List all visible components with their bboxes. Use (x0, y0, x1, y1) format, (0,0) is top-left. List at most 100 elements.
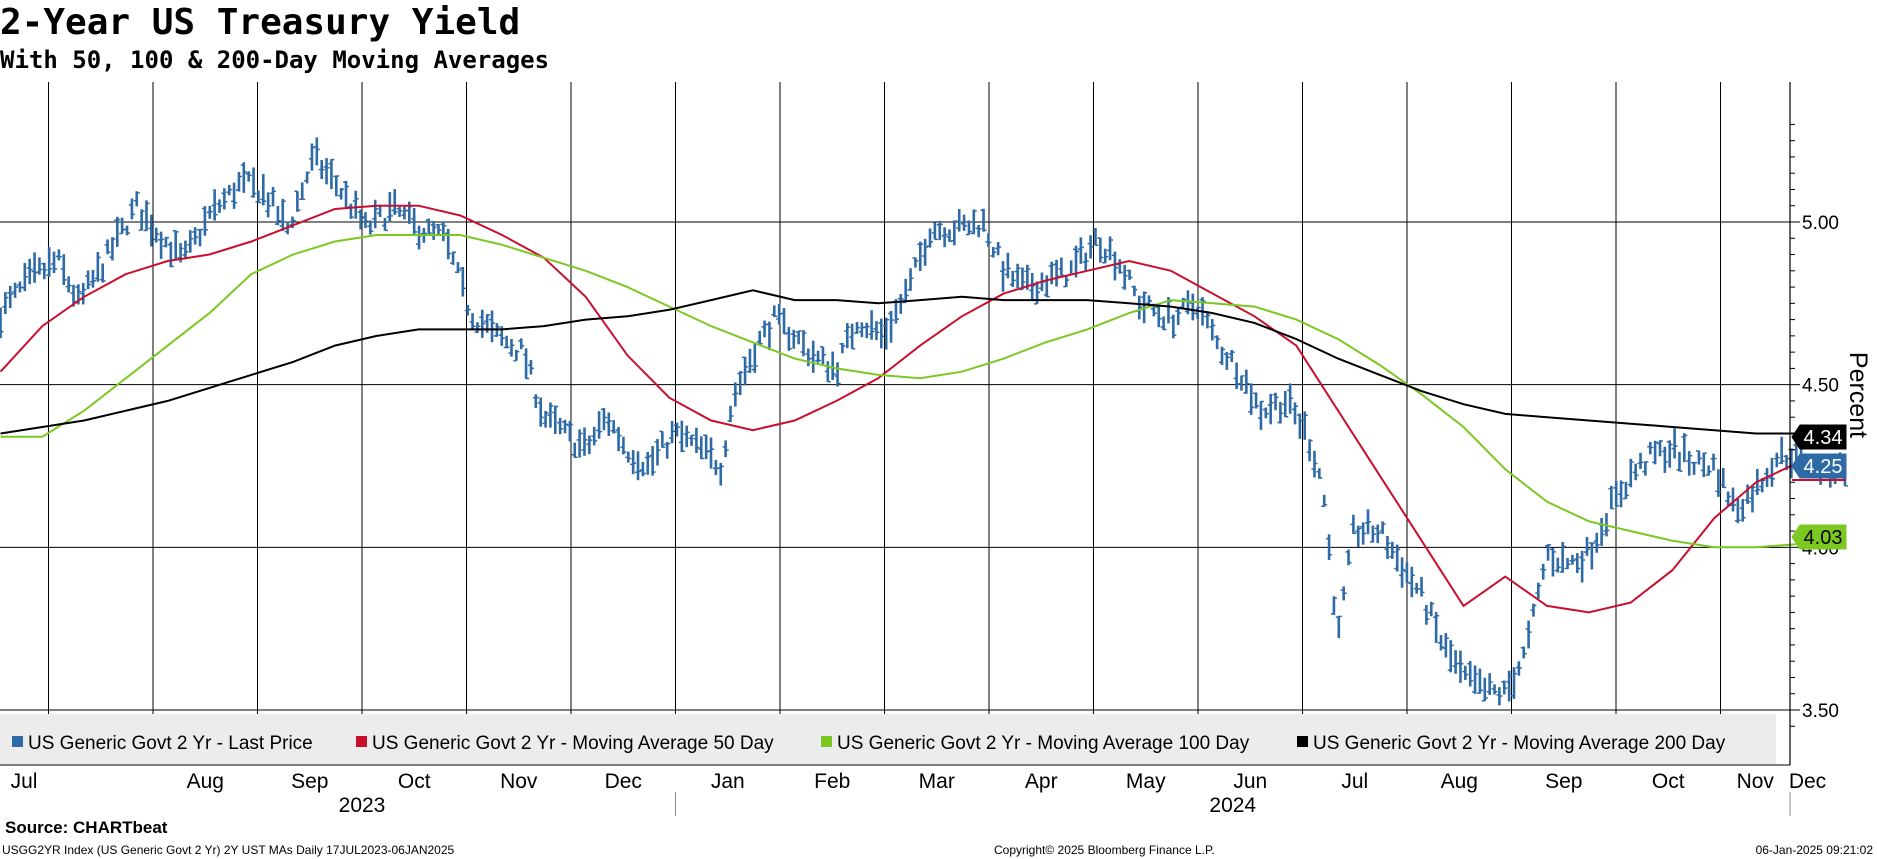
price-bar (1540, 563, 1547, 580)
price-bar (868, 310, 875, 340)
price-bar (1549, 547, 1556, 577)
price-bar (552, 405, 559, 434)
price-bar (1520, 646, 1527, 659)
price-bar (1457, 650, 1464, 683)
x-tick-label-month: Mar (919, 770, 955, 793)
price-bar (1170, 314, 1177, 339)
price-bar (450, 251, 457, 265)
price-bar (299, 182, 306, 201)
legend-label: US Generic Govt 2 Yr - Moving Average 50… (372, 733, 774, 754)
legend: US Generic Govt 2 Yr - Last Price US Gene… (0, 714, 1776, 764)
price-bar (416, 225, 423, 250)
price-bar (1223, 351, 1230, 370)
price-bar (527, 360, 534, 375)
price-bar (1257, 400, 1264, 430)
price-bar (372, 199, 379, 229)
price-bar (313, 137, 320, 166)
price-bar (1063, 274, 1070, 288)
price-bar (547, 402, 554, 428)
price-bar (1472, 665, 1479, 694)
price-bar (620, 436, 627, 455)
price-bar (805, 348, 812, 367)
price-bar (1481, 677, 1488, 702)
price-bar (1009, 270, 1016, 287)
price-bar (206, 205, 213, 219)
price-bar (1350, 514, 1357, 534)
price-bar (1666, 440, 1673, 468)
price-bar (270, 186, 277, 207)
ma200-line (0, 289, 1840, 438)
price-bar (1749, 485, 1756, 513)
price-bar (1618, 480, 1625, 508)
price-bar (1705, 465, 1712, 476)
price-bar (333, 175, 340, 197)
axes-layer: 3.504.004.505.00PercentJulAugSepOctNovDe… (0, 82, 1872, 817)
grid-layer (0, 82, 1790, 760)
legend-swatch (1297, 736, 1308, 747)
price-bar (1141, 291, 1148, 324)
price-bar (557, 417, 564, 435)
price-bar (1253, 392, 1260, 409)
price-bar (192, 227, 199, 245)
price-bar (386, 192, 393, 223)
price-bar (873, 321, 880, 341)
price-bar (343, 180, 350, 208)
price-bar (381, 217, 388, 232)
price-bar (1345, 549, 1352, 566)
price-bar (489, 310, 496, 343)
price-bar (542, 411, 549, 428)
price-bar (1379, 521, 1386, 535)
price-bar (31, 252, 38, 283)
last-value-labels: 4.34 4.25 4.03 (1791, 424, 1847, 550)
price-bar (255, 190, 262, 204)
price-bar (328, 158, 335, 190)
price-bar (596, 411, 603, 439)
y-axis-label: Percent (1844, 352, 1872, 438)
price-bar (323, 158, 330, 185)
price-bar (708, 437, 715, 469)
price-bar (654, 439, 661, 466)
price-bar (1389, 541, 1396, 559)
price-bar (1462, 665, 1469, 680)
price-bar (89, 269, 96, 288)
x-tick-label-month: Nov (1737, 770, 1775, 793)
price-bar (197, 228, 204, 247)
price-bar (1613, 481, 1620, 507)
price-bar (1004, 252, 1011, 279)
price-bar (1374, 524, 1381, 544)
price-bar (508, 339, 515, 357)
price-bar (1403, 562, 1410, 584)
price-bar (581, 427, 588, 456)
x-tick-label-month: Dec (605, 770, 642, 793)
legend-label: US Generic Govt 2 Yr - Last Price (28, 733, 313, 754)
price-bar (1209, 319, 1216, 341)
moving-average-layer (0, 204, 1840, 614)
price-bar (459, 267, 466, 297)
price-bar (1111, 251, 1118, 281)
price-bar (65, 276, 72, 293)
price-bar (605, 412, 612, 436)
price-bar (1778, 436, 1785, 465)
price-bar (362, 212, 369, 229)
price-bar (1316, 468, 1323, 479)
x-tick-label-month: Jul (1341, 770, 1368, 793)
price-bar (615, 426, 622, 452)
price-bar (294, 190, 301, 212)
price-bar (1000, 261, 1007, 292)
price-bar (1559, 541, 1566, 573)
price-bar (1423, 605, 1430, 625)
price-bar (961, 214, 968, 231)
price-bar (1272, 392, 1279, 411)
last-label-ma200: 4.34 (1791, 424, 1847, 450)
price-bar (1180, 297, 1187, 309)
price-bar (1262, 407, 1269, 419)
price-bar (464, 304, 471, 316)
price-bar (51, 251, 58, 273)
price-bar (1710, 453, 1717, 471)
price-bar (235, 172, 242, 192)
price-bar (1428, 601, 1435, 617)
price-bar (454, 262, 461, 274)
price-bar (727, 405, 734, 423)
price-bar (411, 208, 418, 235)
